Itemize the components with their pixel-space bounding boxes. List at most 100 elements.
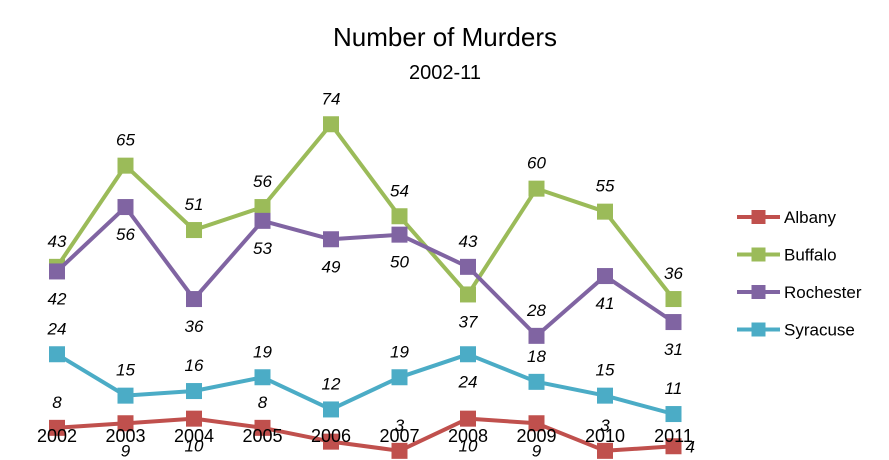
- data-label-syracuse: 18: [527, 347, 546, 366]
- data-point-buffalo: [460, 286, 476, 303]
- series-buffalo: [49, 116, 682, 308]
- data-point-syracuse: [49, 346, 65, 363]
- data-point-rochester: [665, 314, 682, 331]
- data-point-buffalo: [665, 291, 682, 308]
- series-line-buffalo: [55, 122, 676, 301]
- series-line-syracuse: [55, 352, 675, 416]
- legend-label-albany: Albany: [784, 208, 836, 227]
- data-label-buffalo: 43: [48, 232, 67, 251]
- x-tick-label: 2002: [37, 426, 77, 446]
- data-label-syracuse: 12: [322, 374, 341, 393]
- series-albany: [49, 410, 682, 459]
- legend-marker-albany: [751, 210, 766, 224]
- data-point-rochester: [323, 231, 339, 248]
- x-tick-label: 2006: [311, 426, 351, 446]
- data-label-rochester: 36: [185, 317, 204, 336]
- data-label-rochester: 42: [48, 289, 67, 308]
- data-label-albany: 3: [600, 416, 610, 435]
- x-tick-label: 2008: [448, 426, 488, 446]
- data-point-syracuse: [665, 406, 682, 423]
- data-point-buffalo: [117, 157, 134, 174]
- data-label-albany: 10: [459, 437, 478, 456]
- data-label-syracuse: 24: [458, 372, 478, 391]
- legend: Albany Buffalo Rochester Syracuse: [737, 208, 862, 340]
- legend-item-rochester: Rochester: [737, 283, 862, 302]
- data-point-rochester: [460, 258, 476, 275]
- data-label-syracuse: 16: [185, 356, 204, 375]
- legend-marker-buffalo: [751, 247, 766, 262]
- chart-subtitle: 2002-11: [409, 62, 481, 84]
- data-label-rochester: 50: [390, 253, 409, 272]
- data-point-buffalo: [528, 180, 545, 197]
- x-tick-label: 2005: [242, 426, 282, 446]
- x-tick-label: 2004: [174, 426, 214, 446]
- data-point-buffalo: [254, 199, 271, 216]
- data-point-albany: [117, 415, 134, 432]
- data-point-albany: [665, 438, 682, 455]
- data-label-buffalo: 65: [116, 131, 135, 150]
- data-point-rochester: [597, 268, 613, 285]
- data-label-rochester: 56: [116, 225, 135, 244]
- data-label-buffalo: 55: [596, 177, 615, 196]
- data-point-syracuse: [186, 383, 202, 400]
- data-label-rochester: 49: [322, 257, 341, 276]
- data-point-buffalo: [186, 222, 202, 239]
- data-point-rochester: [528, 327, 545, 344]
- data-label-syracuse: 24: [47, 319, 67, 338]
- data-point-buffalo: [597, 203, 613, 220]
- legend-marker-rochester: [751, 285, 766, 299]
- data-label-rochester: 31: [664, 340, 683, 359]
- data-point-albany: [186, 410, 202, 427]
- data-label-buffalo: 56: [253, 172, 272, 191]
- data-label-rochester: 43: [459, 232, 478, 251]
- data-label-buffalo: 36: [664, 264, 683, 283]
- series-line-albany: [56, 416, 674, 453]
- series-rochester: [49, 199, 682, 344]
- data-label-syracuse: 19: [253, 342, 272, 361]
- data-point-albany: [254, 419, 271, 436]
- data-point-albany: [597, 442, 613, 459]
- x-tick-label: 2010: [585, 426, 625, 446]
- data-label-rochester: 28: [526, 301, 546, 320]
- data-label-albany: 8: [258, 393, 268, 412]
- x-tick-label: 2011: [654, 426, 693, 446]
- data-label-rochester: 41: [596, 294, 615, 313]
- data-label-buffalo: 74: [322, 89, 341, 108]
- data-label-albany: 3: [395, 416, 405, 435]
- data-label-albany: 4: [686, 437, 695, 456]
- data-labels-layer: 8910853109344365515674543760553642563653…: [47, 89, 695, 460]
- data-label-rochester: 53: [253, 239, 272, 258]
- data-point-albany: [460, 410, 476, 427]
- data-point-syracuse: [254, 369, 271, 386]
- legend-label-buffalo: Buffalo: [784, 246, 837, 265]
- legend-label-rochester: Rochester: [784, 283, 862, 302]
- legend-item-syracuse: Syracuse: [737, 321, 855, 340]
- data-point-syracuse: [117, 387, 134, 404]
- x-tick-label: 2007: [379, 426, 419, 446]
- data-point-syracuse: [460, 346, 476, 363]
- data-label-syracuse: 11: [665, 379, 683, 398]
- data-label-buffalo: 37: [459, 312, 478, 331]
- data-point-albany: [391, 442, 408, 459]
- x-tick-label: 2009: [516, 426, 556, 446]
- data-point-syracuse: [391, 369, 408, 386]
- data-point-buffalo: [391, 208, 408, 225]
- series-syracuse: [49, 346, 682, 423]
- data-point-buffalo: [323, 116, 339, 133]
- data-point-rochester: [391, 226, 408, 243]
- chart-title: Number of Murders: [333, 22, 557, 52]
- data-point-rochester: [49, 263, 65, 280]
- legend-marker-syracuse: [751, 322, 766, 337]
- legend-label-syracuse: Syracuse: [784, 321, 855, 340]
- series-line-rochester: [55, 205, 675, 338]
- series-layer: [49, 116, 682, 459]
- data-label-albany: 8: [52, 393, 62, 412]
- data-point-syracuse: [323, 401, 339, 418]
- data-label-syracuse: 15: [116, 361, 135, 380]
- data-point-albany: [49, 419, 65, 436]
- data-label-albany: 9: [532, 441, 542, 460]
- data-point-syracuse: [528, 373, 545, 390]
- data-label-buffalo: 51: [185, 195, 204, 214]
- x-axis: 2002 2003 2004 2005 2006 2007 2008 2009 2010 2011: [37, 426, 693, 446]
